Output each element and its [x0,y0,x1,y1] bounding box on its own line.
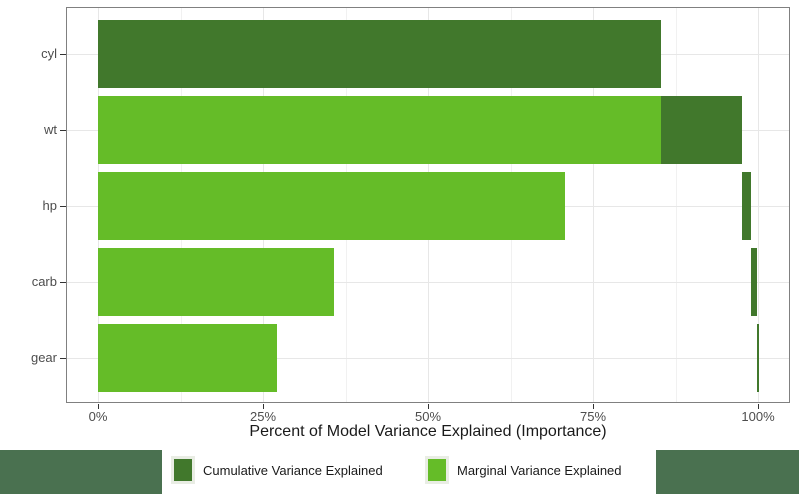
gridline-row [67,358,789,359]
x-tick-mark [593,404,594,409]
legend-item-marginal: Marginal Variance Explained [425,452,622,488]
bar-cumulative-hp [742,172,752,240]
bar-marginal-carb [98,248,335,316]
gridline-major [758,8,759,402]
y-tick-mark [60,130,66,131]
y-tick-mark [60,206,66,207]
y-tick-label-carb: carb [31,274,57,289]
y-tick-mark [60,54,66,55]
plot-panel [66,7,790,403]
y-tick-label-gear: gear [30,350,57,365]
x-tick-label: 0% [88,409,108,424]
y-tick-mark [60,358,66,359]
bar-marginal-gear [98,324,277,392]
gridline-major [593,8,594,402]
y-tick-label-hp: hp [42,198,57,213]
bar-marginal-hp [98,172,566,240]
x-tick-mark [758,404,759,409]
y-tick-label-cyl: cyl [41,46,57,61]
y-tick-label-wt: wt [44,122,57,137]
y-tick-mark [60,282,66,283]
x-tick-mark [98,404,99,409]
x-tick-label: 50% [414,409,442,424]
x-tick-mark [263,404,264,409]
bar-marginal-wt [98,96,661,164]
x-tick-label: 25% [249,409,277,424]
x-tick-label: 100% [741,409,775,424]
x-axis-title: Percent of Model Variance Explained (Imp… [249,423,607,440]
gridline-row [67,282,789,283]
legend-label-cumulative: Cumulative Variance Explained [203,462,383,478]
bar-cumulative-carb [751,248,758,316]
page-background-block-left [0,450,162,494]
page-background-block-right [656,450,799,494]
bar-cumulative-wt [660,96,743,164]
legend-key-cumulative-swatch [171,456,195,484]
x-tick-mark [428,404,429,409]
gridline-minor [675,8,677,402]
legend-item-cumulative: Cumulative Variance Explained [171,452,383,488]
legend-label-marginal: Marginal Variance Explained [457,462,622,478]
bar-cumulative-cyl [98,20,661,88]
x-tick-label: 75% [579,409,607,424]
legend-key-marginal-swatch [425,456,449,484]
bar-cumulative-gear [757,324,760,392]
